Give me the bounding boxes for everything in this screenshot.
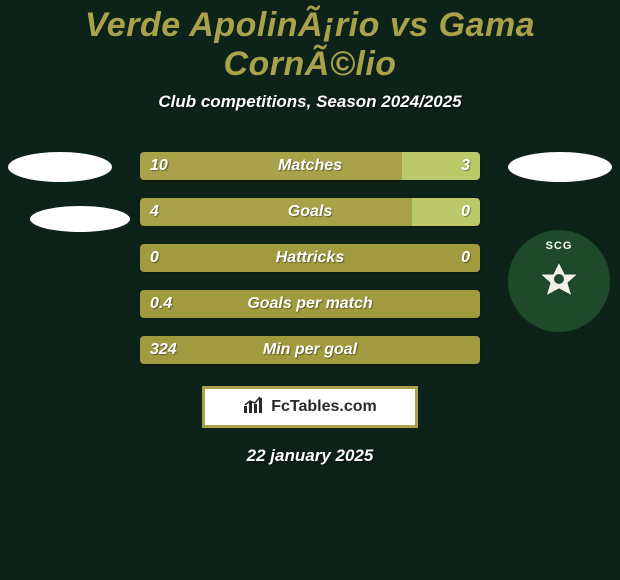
footer-logo-text: FcTables.com bbox=[271, 398, 377, 416]
club-badge: SCG bbox=[508, 230, 610, 332]
star-icon bbox=[524, 246, 594, 316]
stats-area: SCG 103Matches 40Goals 00Hattricks 0.4Goals… bbox=[0, 152, 620, 364]
footer-date: 22 january 2025 bbox=[0, 446, 620, 466]
footer-logo: FcTables.com bbox=[243, 396, 377, 419]
stat-label: Hattricks bbox=[140, 244, 480, 272]
left-ellipse-2 bbox=[30, 206, 130, 232]
stat-row: 0.4Goals per match bbox=[140, 290, 480, 318]
stat-row: 40Goals bbox=[140, 198, 480, 226]
stat-row: 00Hattricks bbox=[140, 244, 480, 272]
footer-attribution-box: FcTables.com bbox=[202, 386, 418, 428]
right-team-badge: SCG bbox=[508, 152, 612, 332]
stat-row: 324Min per goal bbox=[140, 336, 480, 364]
stat-label: Goals per match bbox=[140, 290, 480, 318]
stat-bars: 103Matches 40Goals 00Hattricks 0.4Goals per… bbox=[140, 152, 480, 364]
right-ellipse-1 bbox=[508, 152, 612, 182]
stat-label: Min per goal bbox=[140, 336, 480, 364]
stat-row: 103Matches bbox=[140, 152, 480, 180]
left-ellipse-1 bbox=[8, 152, 112, 182]
page-title: Verde ApolinÃ¡rio vs Gama CornÃ©lio bbox=[0, 0, 620, 84]
stat-label: Matches bbox=[140, 152, 480, 180]
club-badge-text: SCG bbox=[524, 240, 594, 252]
bar-chart-icon bbox=[243, 396, 265, 419]
subtitle: Club competitions, Season 2024/2025 bbox=[0, 92, 620, 112]
left-team-badge bbox=[8, 152, 130, 232]
content-wrapper: Verde ApolinÃ¡rio vs Gama CornÃ©lio Club… bbox=[0, 0, 620, 466]
stat-label: Goals bbox=[140, 198, 480, 226]
